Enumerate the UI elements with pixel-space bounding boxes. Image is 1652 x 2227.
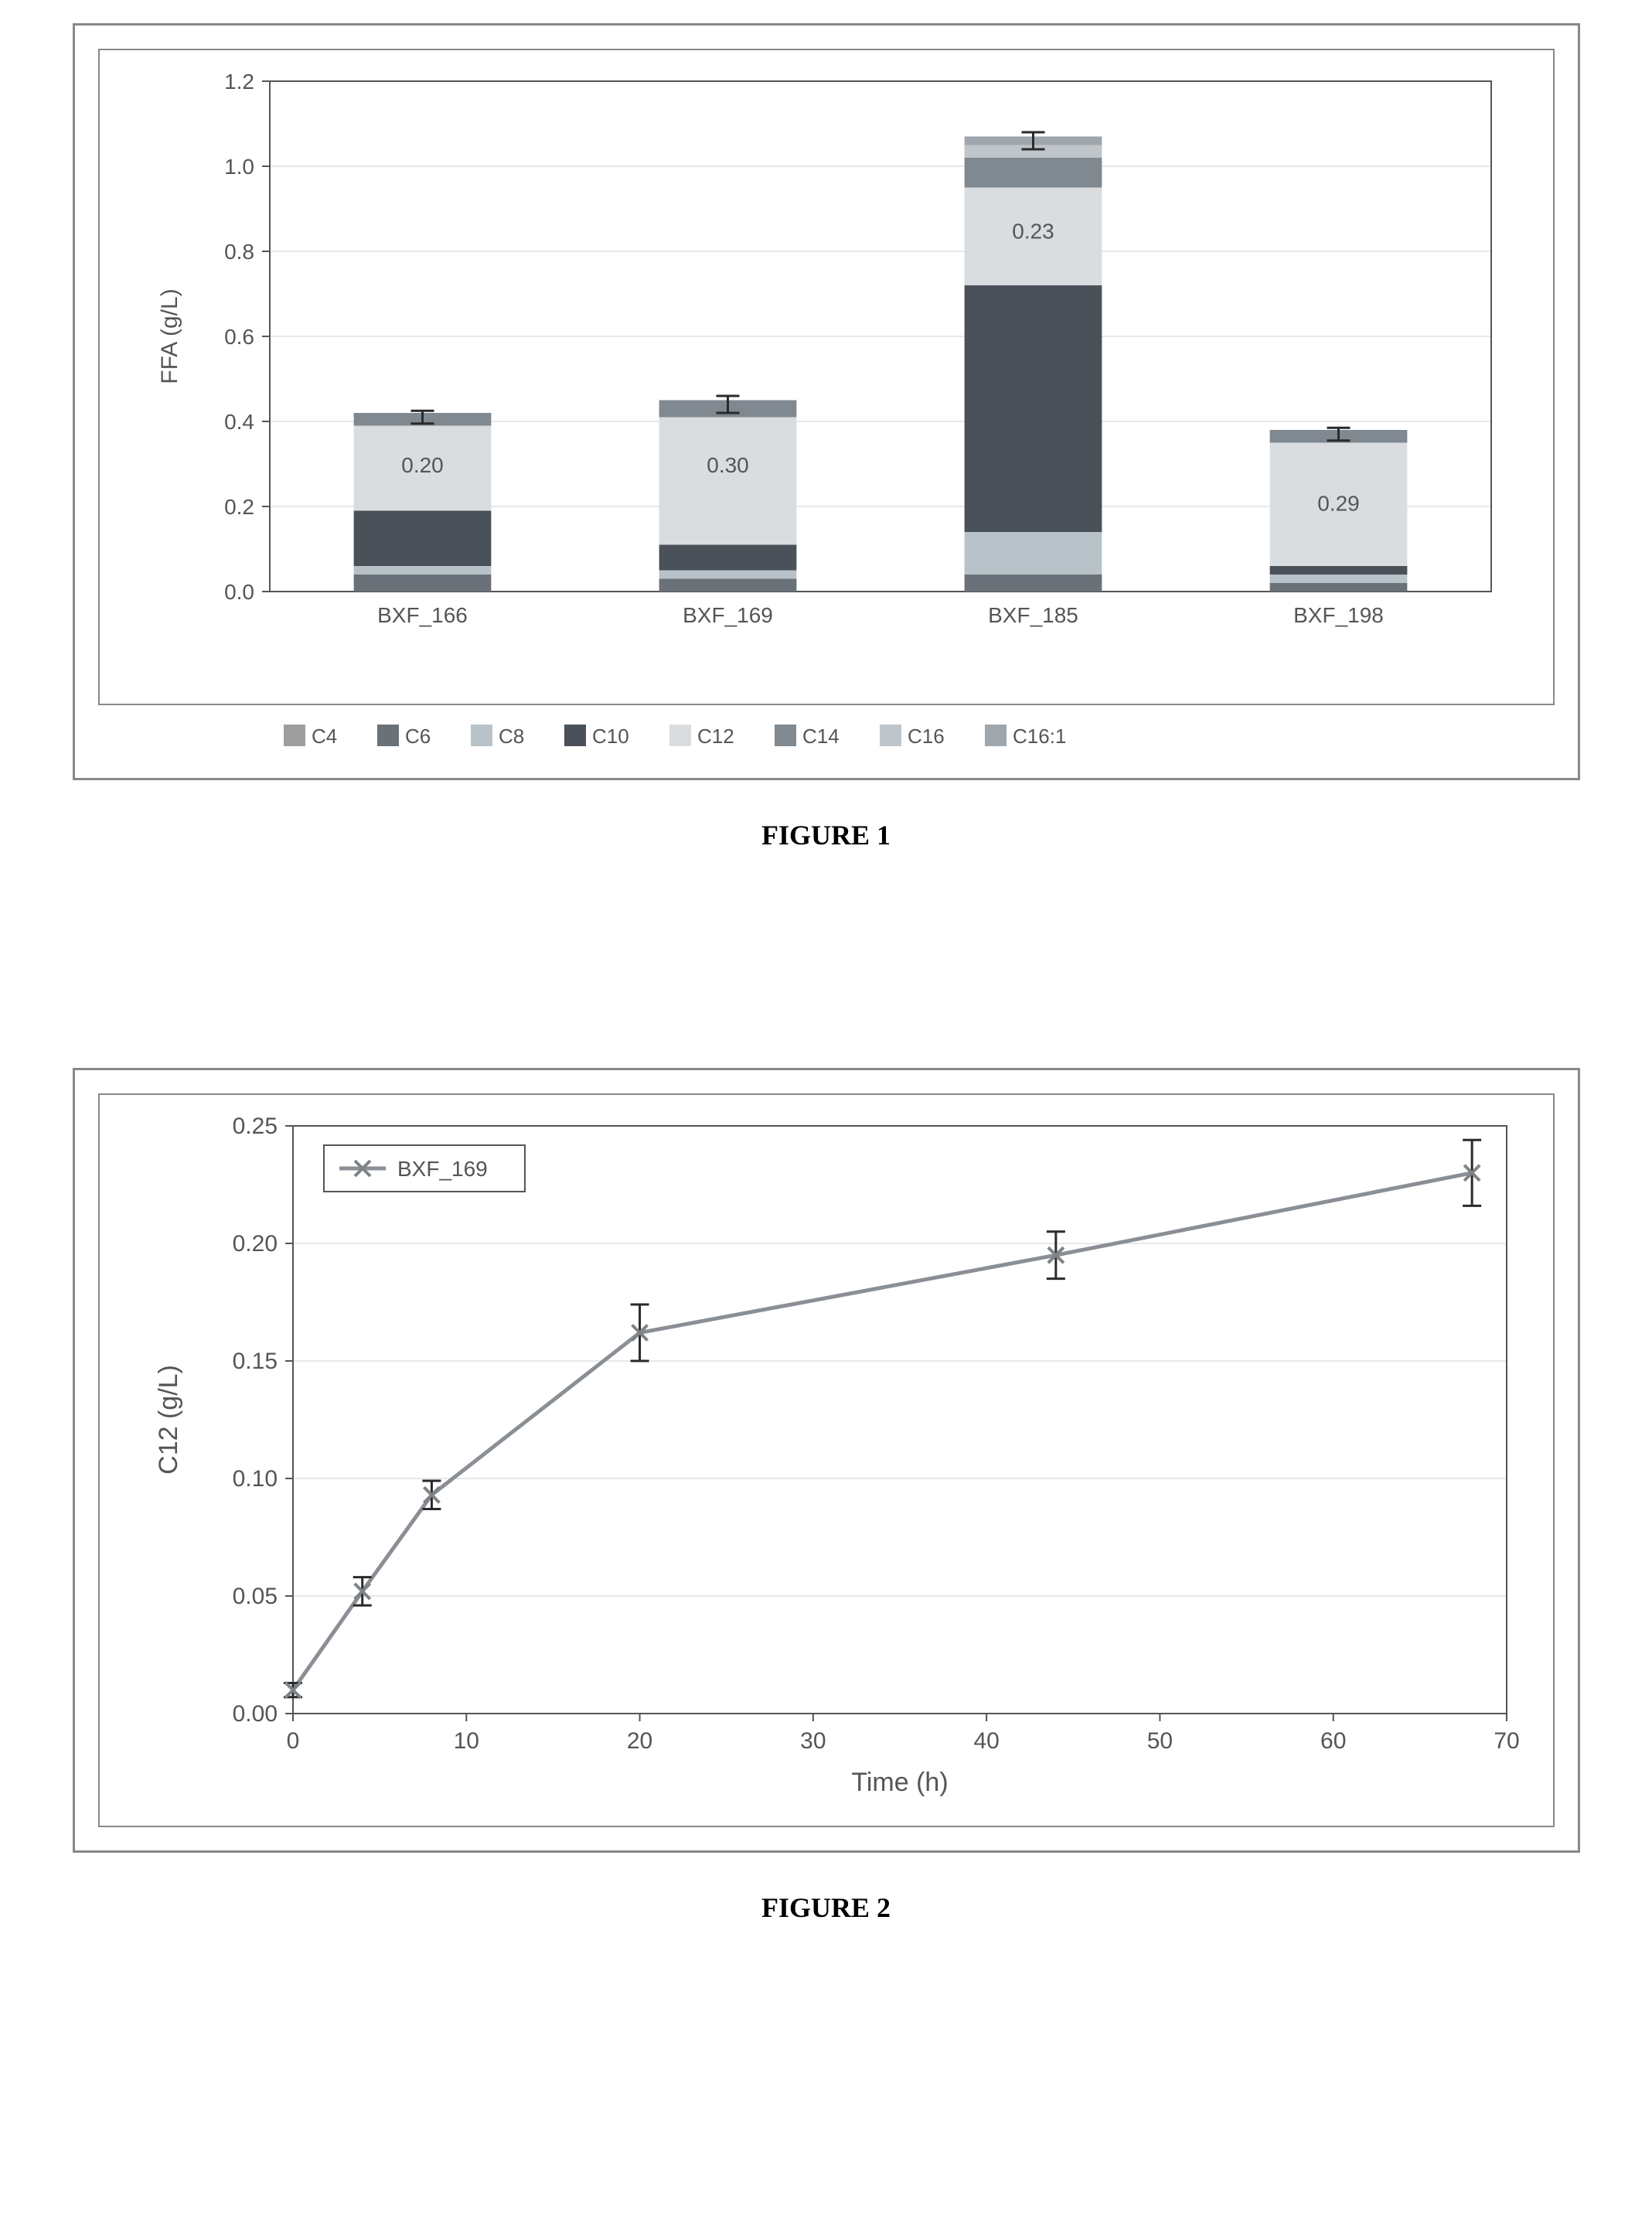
svg-text:C8: C8: [499, 725, 524, 748]
figure-2-block: 0.00 0.05 0.10 0.15 0.20 0.25 0 10 20 30 40 50 60 70 C…: [73, 1068, 1580, 1924]
svg-text:BXF_198: BXF_198: [1293, 603, 1384, 627]
svg-text:0.8: 0.8: [224, 240, 254, 264]
svg-text:30: 30: [800, 1728, 826, 1754]
svg-text:C10: C10: [592, 725, 629, 748]
svg-text:1.0: 1.0: [224, 155, 254, 179]
svg-text:50: 50: [1146, 1728, 1172, 1754]
svg-text:0.25: 0.25: [232, 1114, 277, 1139]
svg-text:0.2: 0.2: [224, 495, 254, 519]
svg-text:70: 70: [1494, 1728, 1519, 1754]
svg-text:0.20: 0.20: [232, 1231, 277, 1257]
svg-text:C12: C12: [697, 725, 734, 748]
svg-text:FFA (g/L): FFA (g/L): [157, 288, 182, 384]
svg-text:0.29: 0.29: [1317, 492, 1360, 516]
svg-text:C14: C14: [802, 725, 840, 748]
svg-text:C16: C16: [908, 725, 945, 748]
svg-text:0.0: 0.0: [224, 580, 254, 604]
svg-text:C4: C4: [312, 725, 337, 748]
svg-text:BXF_169: BXF_169: [397, 1157, 488, 1181]
svg-text:0.10: 0.10: [232, 1466, 277, 1492]
svg-text:20: 20: [626, 1728, 652, 1754]
svg-text:0.6: 0.6: [224, 325, 254, 349]
svg-text:C12 (g/L): C12 (g/L): [154, 1365, 183, 1475]
figure-1-legend: C4 C6 C8 C10 C12 C14 C16 C16:1: [98, 716, 1552, 755]
figure-2-caption: FIGURE 2: [73, 1891, 1580, 1924]
figure-1-outer-frame: 0.0 0.2 0.4 0.6 0.8 1.0 1.2 FFA (g/L) BXF_166 0.2…: [73, 23, 1580, 780]
svg-text:BXF_169: BXF_169: [683, 603, 773, 627]
svg-text:0.00: 0.00: [232, 1701, 277, 1727]
svg-text:0.05: 0.05: [232, 1584, 277, 1609]
svg-text:BXF_185: BXF_185: [988, 603, 1078, 627]
svg-text:40: 40: [973, 1728, 999, 1754]
svg-text:C16:1: C16:1: [1013, 725, 1066, 748]
figure-1-caption: FIGURE 1: [73, 819, 1580, 851]
svg-text:Time (h): Time (h): [851, 1768, 948, 1797]
svg-text:BXF_166: BXF_166: [377, 603, 468, 627]
figure-1-inner-frame: 0.0 0.2 0.4 0.6 0.8 1.0 1.2 FFA (g/L) BXF_166 0.2…: [98, 49, 1555, 705]
svg-text:0.20: 0.20: [401, 453, 444, 477]
figure-2-line-chart: 0.00 0.05 0.10 0.15 0.20 0.25 0 10 20 30 40 50 60 70 C…: [100, 1095, 1553, 1822]
svg-text:0: 0: [286, 1728, 299, 1754]
svg-text:0.4: 0.4: [224, 410, 254, 434]
svg-text:1.2: 1.2: [224, 70, 254, 94]
figure-2-outer-frame: 0.00 0.05 0.10 0.15 0.20 0.25 0 10 20 30 40 50 60 70 C…: [73, 1068, 1580, 1853]
svg-text:0.30: 0.30: [707, 453, 749, 477]
svg-text:0.15: 0.15: [232, 1349, 277, 1374]
figure-1-stacked-bar-chart: 0.0 0.2 0.4 0.6 0.8 1.0 1.2 FFA (g/L) BXF_166 0.2…: [100, 50, 1553, 700]
svg-text:60: 60: [1320, 1728, 1346, 1754]
svg-text:C6: C6: [405, 725, 431, 748]
figure-1-block: 0.0 0.2 0.4 0.6 0.8 1.0 1.2 FFA (g/L) BXF_166 0.2…: [73, 23, 1580, 851]
svg-text:10: 10: [453, 1728, 479, 1754]
svg-text:0.23: 0.23: [1012, 220, 1054, 244]
figure-2-inner-frame: 0.00 0.05 0.10 0.15 0.20 0.25 0 10 20 30 40 50 60 70 C…: [98, 1093, 1555, 1827]
